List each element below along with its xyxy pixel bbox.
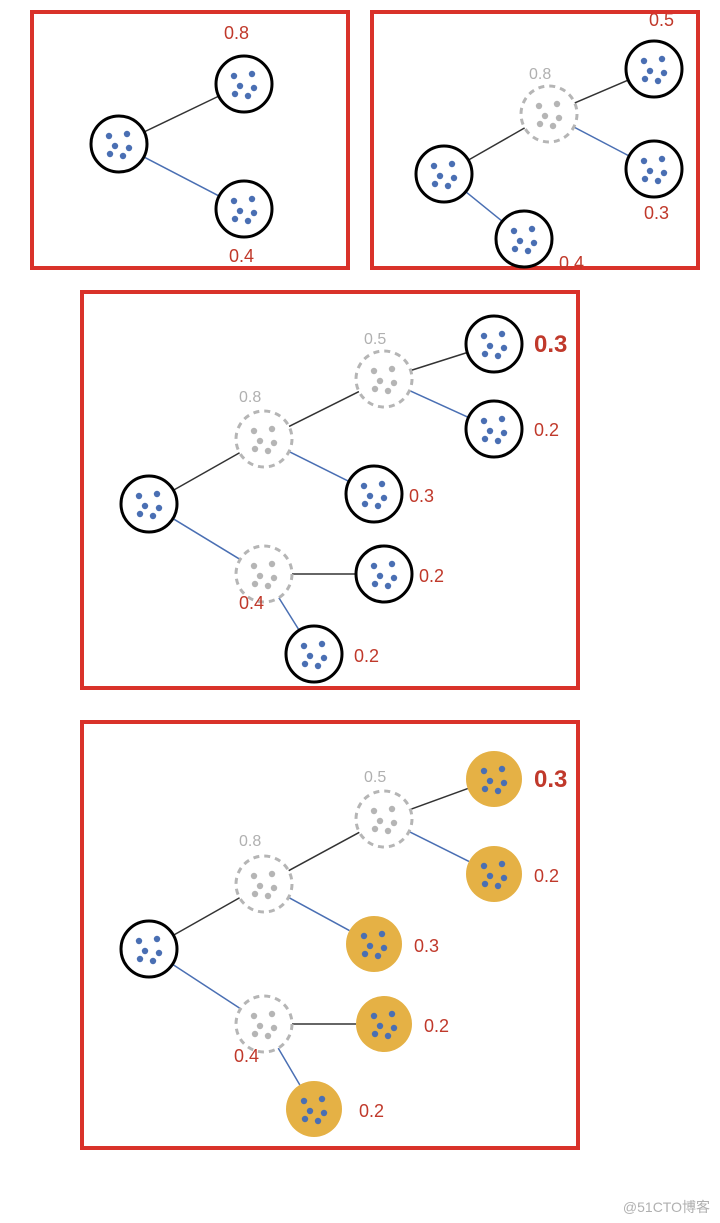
value-label: 0.4 [229, 246, 254, 266]
value-label: 0.2 [534, 420, 559, 440]
value-label: 0.4 [234, 1046, 259, 1066]
cluster-node [416, 146, 472, 202]
value-label: 0.2 [419, 566, 444, 586]
edge [466, 192, 503, 222]
cluster-node [346, 466, 402, 522]
edge [575, 80, 629, 103]
cluster-node [216, 56, 272, 112]
edge [279, 598, 299, 631]
edge [410, 789, 467, 810]
cluster-node [121, 476, 177, 532]
value-label: 0.2 [534, 866, 559, 886]
cluster-node [626, 41, 682, 97]
cluster-node [356, 351, 412, 407]
edge [409, 832, 469, 862]
value-label: 0.5 [364, 331, 386, 348]
value-label: 0.5 [364, 769, 386, 786]
cluster-node [356, 791, 412, 847]
cluster-node [236, 996, 292, 1052]
value-label: 0.4 [239, 593, 264, 613]
cluster-node [236, 856, 292, 912]
cluster-node [216, 181, 272, 237]
edge [144, 157, 219, 196]
edge [409, 391, 468, 418]
edge [468, 128, 524, 160]
panel-p3: 0.5 0.8 0.3 0.2 0.3 0.2 0.4 0.2 [80, 290, 580, 690]
value-label: 0.2 [359, 1101, 384, 1121]
edge [144, 96, 219, 132]
cluster-node [356, 996, 412, 1052]
cluster-node [236, 411, 292, 467]
watermark: @51CTO博客 [623, 1197, 710, 1217]
value-label: 0.3 [534, 766, 567, 793]
value-label: 0.5 [649, 14, 674, 30]
cluster-node [521, 86, 577, 142]
value-label: 0.3 [644, 203, 669, 223]
value-label: 0.2 [424, 1016, 449, 1036]
cluster-node [346, 916, 402, 972]
edge [289, 897, 350, 930]
panel-p4: 0.5 0.8 0.3 0.2 0.3 0.2 0.4 0.2 [80, 720, 580, 1150]
cluster-node [466, 846, 522, 902]
cluster-node [286, 1081, 342, 1137]
value-label: 0.8 [224, 23, 249, 43]
value-label: 0.8 [529, 66, 551, 83]
cluster-node [626, 141, 682, 197]
panel-p2: 0.5 0.8 0.3 0.4 [370, 10, 700, 270]
value-label: 0.2 [354, 646, 379, 666]
edge [574, 127, 629, 156]
edge [173, 519, 240, 560]
value-label: 0.3 [534, 331, 567, 358]
edge [411, 352, 468, 370]
cluster-node [496, 211, 552, 267]
panel-p1: 0.8 0.4 [30, 10, 350, 270]
value-label: 0.8 [239, 833, 261, 850]
edge [173, 898, 239, 935]
edge [289, 832, 360, 870]
cluster-node [466, 316, 522, 372]
cluster-node [466, 401, 522, 457]
cluster-node [286, 626, 342, 682]
value-label: 0.3 [409, 486, 434, 506]
cluster-node [466, 751, 522, 807]
edge [172, 964, 240, 1008]
edge [278, 1048, 300, 1085]
cluster-node [356, 546, 412, 602]
cluster-node [121, 921, 177, 977]
edge [289, 392, 359, 427]
cluster-node [91, 116, 147, 172]
value-label: 0.4 [559, 253, 584, 273]
value-label: 0.8 [239, 389, 261, 406]
value-label: 0.3 [414, 936, 439, 956]
edge [173, 453, 239, 490]
edge [289, 452, 349, 482]
